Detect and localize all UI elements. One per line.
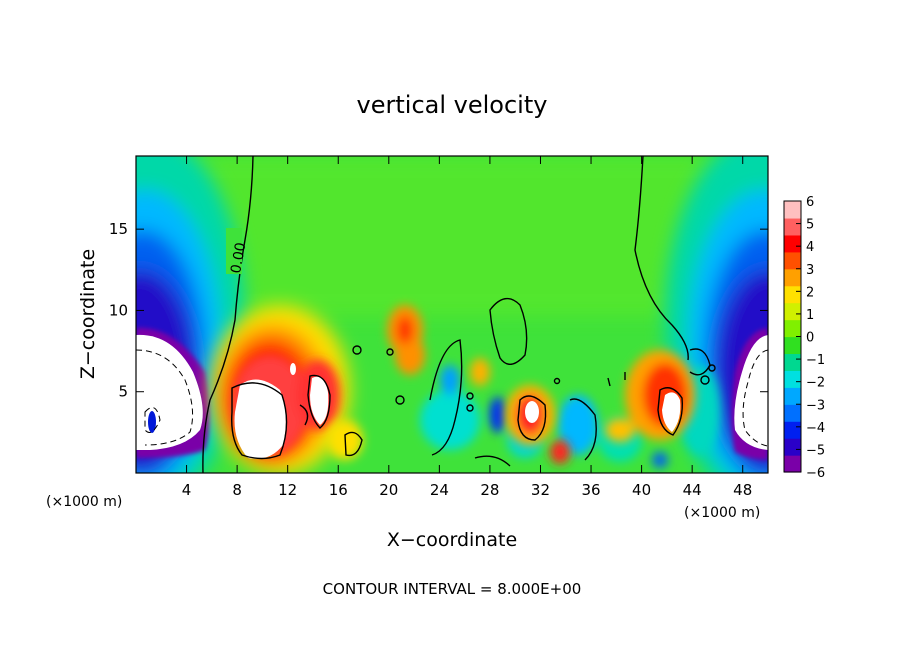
x-tick-label: 24 — [430, 481, 449, 499]
colorbar-tick-label: 4 — [806, 240, 814, 255]
dashed-contours — [136, 349, 768, 447]
colorbar-swatch — [784, 319, 801, 338]
x-unit-right: (×1000 m) — [684, 505, 760, 521]
x-tick-label: 8 — [232, 481, 242, 499]
x-tick-label: 20 — [379, 481, 398, 499]
right-saturated-zone — [734, 335, 768, 450]
y-tick-label: 10 — [109, 301, 128, 319]
footer-contour-interval: CONTOUR INTERVAL = 8.000E+00 — [323, 580, 582, 598]
colorbar-swatch — [784, 302, 801, 321]
colorbar-swatch — [784, 285, 801, 304]
x-tick-label: 12 — [278, 481, 297, 499]
x-axis-label: X−coordinate — [387, 529, 517, 551]
x-tick-label: 16 — [329, 481, 348, 499]
colorbar-swatch — [784, 455, 801, 473]
colorbar-tick-label: −5 — [806, 443, 825, 458]
velocity-field — [136, 156, 768, 473]
colorbar-swatch — [784, 251, 801, 270]
colorbar-swatch — [784, 234, 801, 253]
x-tick-label: 44 — [683, 481, 702, 499]
colorbar-tick-label: −4 — [806, 421, 825, 436]
colorbar-tick-label: 6 — [806, 195, 814, 210]
colorbar: 6 5 4 3 2 1 0 −1 −2 −3 −4 −5 −6 — [783, 195, 825, 481]
x-tick-label: 28 — [480, 481, 499, 499]
plot-frame — [135, 155, 769, 474]
colorbar-swatch — [784, 404, 801, 422]
y-tick-label: 5 — [118, 383, 128, 401]
colorbar-tick-label: −1 — [806, 353, 825, 368]
updraft-core-31km — [525, 401, 539, 423]
x-tick-label: 40 — [632, 481, 651, 499]
x-tick-label: 48 — [733, 481, 752, 499]
contour-label: 0.00 — [228, 241, 249, 274]
colorbar-swatch — [784, 438, 801, 456]
left-core-spot — [148, 411, 156, 433]
colorbar-swatch — [784, 353, 801, 371]
colorbar-tick-label: 3 — [806, 263, 814, 278]
updraft-core-42km — [662, 392, 681, 432]
colorbar-swatch — [784, 217, 801, 236]
colorbar-tick-label: 2 — [806, 285, 814, 300]
x-tick-label: 32 — [531, 481, 550, 499]
colorbar-swatch — [784, 268, 801, 287]
colorbar-tick-label: 0 — [806, 331, 814, 346]
x-unit-left: (×1000 m) — [46, 494, 122, 510]
colorbar-swatch — [784, 201, 801, 219]
colorbar-tick-label: −2 — [806, 376, 825, 391]
colorbar-tick-label: −3 — [806, 398, 825, 413]
updraft-core-14km — [310, 376, 329, 425]
colorbar-tick-label: −6 — [806, 466, 825, 481]
updraft-cells — [210, 305, 695, 473]
y-axis-label: Z−coordinate — [77, 249, 99, 379]
colorbar-swatch — [784, 387, 801, 405]
chart-title: vertical velocity — [357, 91, 548, 119]
x-tick-label: 36 — [581, 481, 600, 499]
y-tick-label: 15 — [109, 220, 128, 238]
x-axis: 4 8 12 16 20 24 28 32 36 40 44 48 — [182, 156, 752, 499]
colorbar-swatch — [784, 421, 801, 439]
x-tick-label: 4 — [182, 481, 192, 499]
y-axis: 5 10 15 — [109, 220, 768, 401]
colorbar-tick-label: 5 — [806, 218, 814, 233]
contour-lines — [202, 156, 716, 473]
colorbar-swatch — [784, 370, 801, 388]
colorbar-swatch — [784, 336, 801, 355]
updraft-core-10km — [234, 379, 286, 459]
colorbar-tick-label: 1 — [806, 308, 814, 323]
